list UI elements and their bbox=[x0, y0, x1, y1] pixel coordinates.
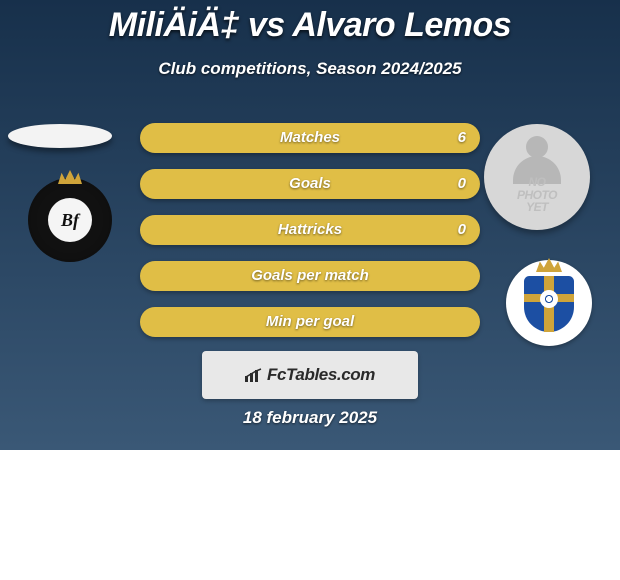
comparison-card: MiliÄiÄ‡ vs Alvaro Lemos Club competitio… bbox=[0, 0, 620, 580]
fctables-label: FcTables.com bbox=[267, 365, 375, 385]
stat-pill: Min per goal bbox=[140, 307, 480, 337]
subtitle: Club competitions, Season 2024/2025 bbox=[0, 59, 620, 79]
badge-ring: Bf bbox=[28, 178, 112, 262]
stat-pill: Matches6 bbox=[140, 123, 480, 153]
page-title: MiliÄiÄ‡ vs Alvaro Lemos bbox=[0, 0, 620, 45]
date-label: 18 february 2025 bbox=[0, 408, 620, 428]
stat-label: Min per goal bbox=[140, 307, 480, 337]
badge-letters: Bf bbox=[61, 210, 79, 231]
stat-pill: Goals per match bbox=[140, 261, 480, 291]
barchart-icon bbox=[245, 368, 263, 382]
stat-label: Hattricks bbox=[140, 215, 480, 245]
fctables-watermark[interactable]: FcTables.com bbox=[202, 351, 418, 399]
stats-list: Matches6Goals0Hattricks0Goals per matchM… bbox=[140, 123, 480, 353]
stat-value: 0 bbox=[458, 169, 466, 199]
crown-icon bbox=[58, 170, 82, 184]
inner-dot bbox=[540, 290, 558, 308]
no-photo-label: NO PHOTO YET bbox=[517, 176, 557, 214]
stat-label: Goals per match bbox=[140, 261, 480, 291]
player1-club-badge: Bf bbox=[28, 178, 112, 262]
badge-ring bbox=[506, 260, 592, 346]
stat-pill: Goals0 bbox=[140, 169, 480, 199]
stat-value: 0 bbox=[458, 215, 466, 245]
content-panel: MiliÄiÄ‡ vs Alvaro Lemos Club competitio… bbox=[0, 0, 620, 450]
badge-inner: Bf bbox=[48, 198, 92, 242]
stat-label: Matches bbox=[140, 123, 480, 153]
stat-pill: Hattricks0 bbox=[140, 215, 480, 245]
player2-avatar-placeholder: NO PHOTO YET bbox=[484, 124, 590, 230]
player1-avatar bbox=[8, 124, 112, 148]
crown-icon bbox=[536, 258, 562, 272]
player2-club-badge bbox=[506, 260, 592, 346]
stat-value: 6 bbox=[458, 123, 466, 153]
stat-label: Goals bbox=[140, 169, 480, 199]
